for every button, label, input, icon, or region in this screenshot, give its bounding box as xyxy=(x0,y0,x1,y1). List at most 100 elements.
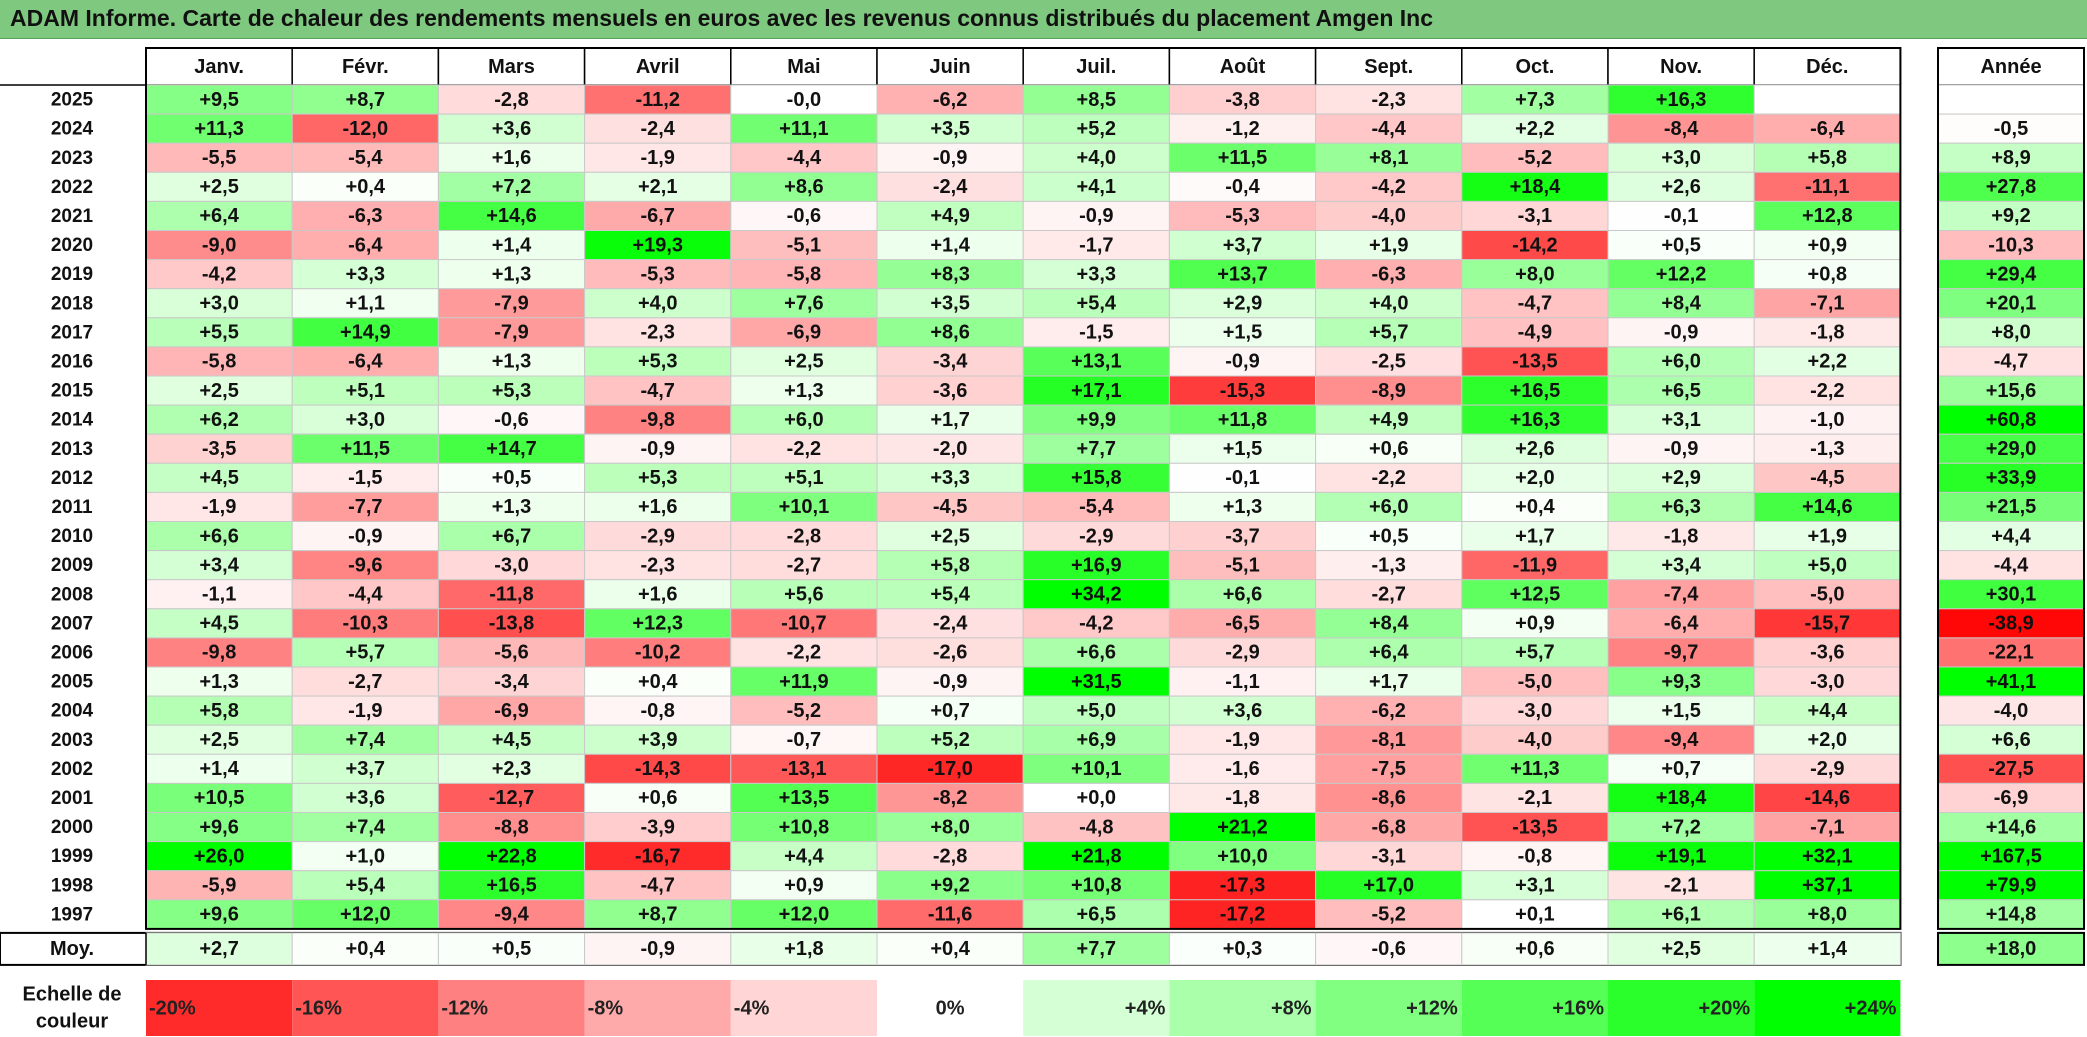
annual-header-label: Année xyxy=(1980,56,2041,78)
heatmap-cell xyxy=(1461,433,1609,464)
cell-value: -3,1 xyxy=(1518,205,1552,227)
cell-value: -2,3 xyxy=(640,554,674,576)
heatmap-cell xyxy=(1168,346,1317,377)
cell-value: +9,9 xyxy=(1077,409,1116,431)
heatmap-cell xyxy=(876,841,1024,872)
cell-value: +0,4 xyxy=(346,176,386,198)
heatmap-cell xyxy=(437,171,586,202)
heatmap-cell xyxy=(730,171,878,202)
cell-value: +13,5 xyxy=(779,787,830,809)
cell-value: -5,1 xyxy=(1225,554,1259,576)
heatmap-cell xyxy=(1607,695,1755,726)
cell-value: +18,4 xyxy=(1510,176,1561,198)
scale-step-label: +8% xyxy=(1271,997,1312,1019)
cell-value: +6,4 xyxy=(199,205,239,227)
heatmap-cell xyxy=(1315,171,1463,202)
cell-value: -1,3 xyxy=(1371,554,1405,576)
heatmap-cell xyxy=(584,899,732,930)
cell-value: -8,6 xyxy=(1371,787,1405,809)
year-label: 2017 xyxy=(51,322,93,343)
year-label: 2003 xyxy=(51,730,93,751)
year-label: 2025 xyxy=(51,90,94,111)
heatmap-cell xyxy=(876,113,1024,144)
cell-value: +7,4 xyxy=(346,729,386,751)
month-header-label: Juin xyxy=(930,56,971,78)
cell-value: -9,7 xyxy=(1664,642,1698,664)
cell-value: +8,6 xyxy=(930,322,969,344)
scale-swatch xyxy=(730,980,877,1036)
cell-value: -7,7 xyxy=(348,496,382,518)
cell-value: -2,3 xyxy=(640,322,674,344)
cell-value: +0,5 xyxy=(1661,234,1700,256)
cell-value: +6,4 xyxy=(1369,642,1409,664)
heatmap-cell xyxy=(1607,259,1755,290)
cell-value: +4,4 xyxy=(1808,700,1848,722)
cell-value: +3,3 xyxy=(1077,263,1116,285)
cell-value: -2,7 xyxy=(348,671,382,693)
cell-value: -3,1 xyxy=(1371,845,1405,867)
cell-value: -0,9 xyxy=(933,147,967,169)
cell-value: +16,9 xyxy=(1071,554,1122,576)
cell-value: -8,1 xyxy=(1371,729,1405,751)
cell-value: +6,1 xyxy=(1661,904,1700,926)
cell-value: -12,0 xyxy=(343,118,389,140)
annual-cell xyxy=(1937,259,2085,290)
scale-step-label: +24% xyxy=(1845,997,1897,1019)
cell-value: +4,0 xyxy=(638,293,677,315)
cell-value: +16,5 xyxy=(486,875,537,897)
heatmap-cell xyxy=(1315,666,1463,697)
cell-value: -2,4 xyxy=(933,613,968,635)
cell-value: -9,4 xyxy=(494,904,529,926)
year-label: 2006 xyxy=(51,642,93,663)
cell-value: -5,3 xyxy=(1225,205,1259,227)
heatmap-cell xyxy=(291,462,439,493)
heatmap-cell xyxy=(291,782,439,814)
annual-value: +27,8 xyxy=(1986,176,2037,198)
cell-value: -5,2 xyxy=(1371,904,1405,926)
heatmap-cell xyxy=(145,84,293,115)
scale-step-label: +16% xyxy=(1552,997,1604,1019)
annual-value: +20,1 xyxy=(1986,293,2037,315)
cell-value: -0,9 xyxy=(1664,438,1698,460)
scale-swatch xyxy=(1169,980,1316,1036)
cell-value: -5,1 xyxy=(787,234,821,256)
cell-value: -4,0 xyxy=(1371,205,1405,227)
cell-value: -2,8 xyxy=(787,525,821,547)
cell-value: -4,0 xyxy=(1518,729,1552,751)
heatmap-cell xyxy=(437,404,586,435)
cell-value: +1,9 xyxy=(1808,525,1847,547)
cell-value: +2,2 xyxy=(1515,118,1554,140)
year-label: 2012 xyxy=(51,468,93,489)
average-value: +7,7 xyxy=(1077,938,1116,960)
cell-value: +1,5 xyxy=(1223,438,1262,460)
cell-value: -16,7 xyxy=(635,845,681,867)
cell-value: +6,2 xyxy=(199,409,238,431)
cell-value: +1,7 xyxy=(930,409,969,431)
average-cell xyxy=(437,932,586,966)
heatmap-cell xyxy=(1022,724,1170,755)
cell-value: -6,4 xyxy=(1810,118,1845,140)
average-cell xyxy=(730,932,878,966)
cell-value: +6,6 xyxy=(199,525,238,547)
cell-value: -9,0 xyxy=(202,234,236,256)
cell-value: -2,7 xyxy=(787,554,821,576)
heatmap-cell xyxy=(584,288,732,319)
cell-value: -11,6 xyxy=(928,904,972,926)
heatmap-cell xyxy=(1168,899,1317,930)
heatmap-cell xyxy=(1753,637,1901,668)
average-cell xyxy=(1607,932,1755,966)
heatmap-cell xyxy=(730,113,878,144)
cell-value: -0,1 xyxy=(1664,205,1698,227)
heatmap-cell xyxy=(437,782,586,814)
heatmap-cell xyxy=(876,84,1024,115)
cell-value: +14,7 xyxy=(486,438,537,460)
cell-value: +13,7 xyxy=(1217,263,1268,285)
cell-value: +8,7 xyxy=(346,89,385,111)
cell-value: +0,5 xyxy=(1369,525,1408,547)
heatmap-cell xyxy=(145,899,293,930)
heatmap-cell xyxy=(584,579,732,610)
cell-value: +1,3 xyxy=(1223,496,1262,518)
cell-value: +5,8 xyxy=(930,554,969,576)
cell-value: +1,1 xyxy=(346,293,385,315)
cell-value: +19,1 xyxy=(1656,845,1707,867)
